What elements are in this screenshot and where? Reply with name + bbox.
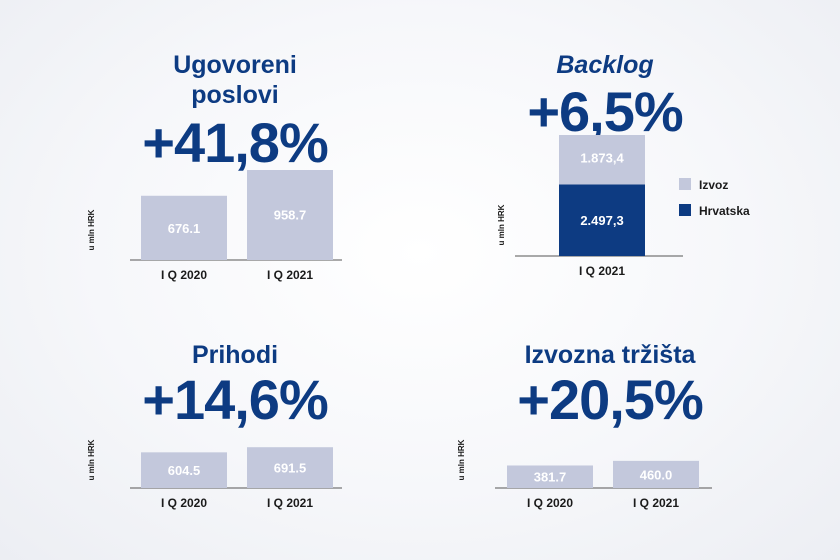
y-axis-unit-label: u mln HRK [87, 439, 96, 480]
panel-title: Izvozna tržišta [524, 341, 696, 369]
panel-ugovoreni-poslovi: Ugovoreni poslovi +41,8% [100, 50, 370, 290]
bar-segment-izvoz [559, 135, 645, 185]
legend-swatch-hrvatska [679, 204, 691, 216]
change-percent: +20,5% [517, 368, 704, 431]
bar [141, 452, 227, 488]
x-tick-label: I Q 2020 [161, 268, 207, 282]
bar [507, 465, 593, 488]
y-axis-unit-label: u mln HRK [457, 439, 466, 480]
bar-value-label: 381.7 [534, 470, 567, 485]
panel-title: Backlog [556, 51, 654, 79]
change-percent: +41,8% [142, 111, 329, 174]
chart-prihodi: u mln HRK 604.5 I Q 2020 691.5 I Q 2021 [87, 439, 342, 510]
panel-prihodi: Prihodi +14,6% [100, 340, 370, 430]
panel-izvozna-trzista: Izvozna tržišta +20,5% [475, 340, 745, 430]
panel-title: Ugovoreni poslovi [100, 50, 370, 110]
legend-swatch-izvoz [679, 178, 691, 190]
bar-value-label: 691.5 [274, 461, 307, 476]
panel-title-line-1: Ugovoreni [173, 51, 297, 79]
panel-backlog: Backlog +6,5% [470, 50, 740, 143]
y-axis-unit-label: u mln HRK [87, 209, 96, 250]
x-tick-label: I Q 2021 [579, 264, 625, 278]
x-tick-label: I Q 2021 [267, 496, 313, 510]
bar-value-label: 2.497,3 [580, 213, 623, 228]
bar [613, 460, 699, 488]
bar-value-label: 460.0 [640, 467, 673, 482]
panel-title-line-2: poslovi [191, 81, 279, 109]
y-axis-unit-label: u mln HRK [497, 204, 506, 245]
x-tick-label: I Q 2020 [161, 496, 207, 510]
bar [141, 195, 227, 260]
panel-title: Prihodi [191, 341, 279, 369]
chart-izvozna-trzista: u mln HRK 381.7 I Q 2020 460.0 I Q 2021 [457, 439, 712, 510]
x-tick-label: I Q 2020 [527, 496, 573, 510]
change-percent: +14,6% [142, 368, 329, 431]
chart-backlog: u mln HRK 2.497,3 1.873,4 I Q 2021 Izvoz Hrva… [497, 135, 750, 278]
bar-value-label: 958.7 [274, 207, 307, 222]
bar-value-label: 1.873,4 [580, 151, 624, 166]
change-percent: +6,5% [527, 80, 683, 143]
legend-label-izvoz: Izvoz [699, 178, 728, 192]
bar-value-label: 676.1 [168, 221, 201, 236]
bar-segment-hrvatska [559, 184, 645, 256]
bar [247, 447, 333, 488]
bar-value-label: 604.5 [168, 463, 201, 478]
legend-label-hrvatska: Hrvatska [699, 204, 750, 218]
x-tick-label: I Q 2021 [267, 268, 313, 282]
x-tick-label: I Q 2021 [633, 496, 679, 510]
bar [247, 170, 333, 260]
chart-ugovoreni-poslovi: u mln HRK 676.1 I Q 2020 958.7 I Q 2021 [87, 170, 342, 282]
